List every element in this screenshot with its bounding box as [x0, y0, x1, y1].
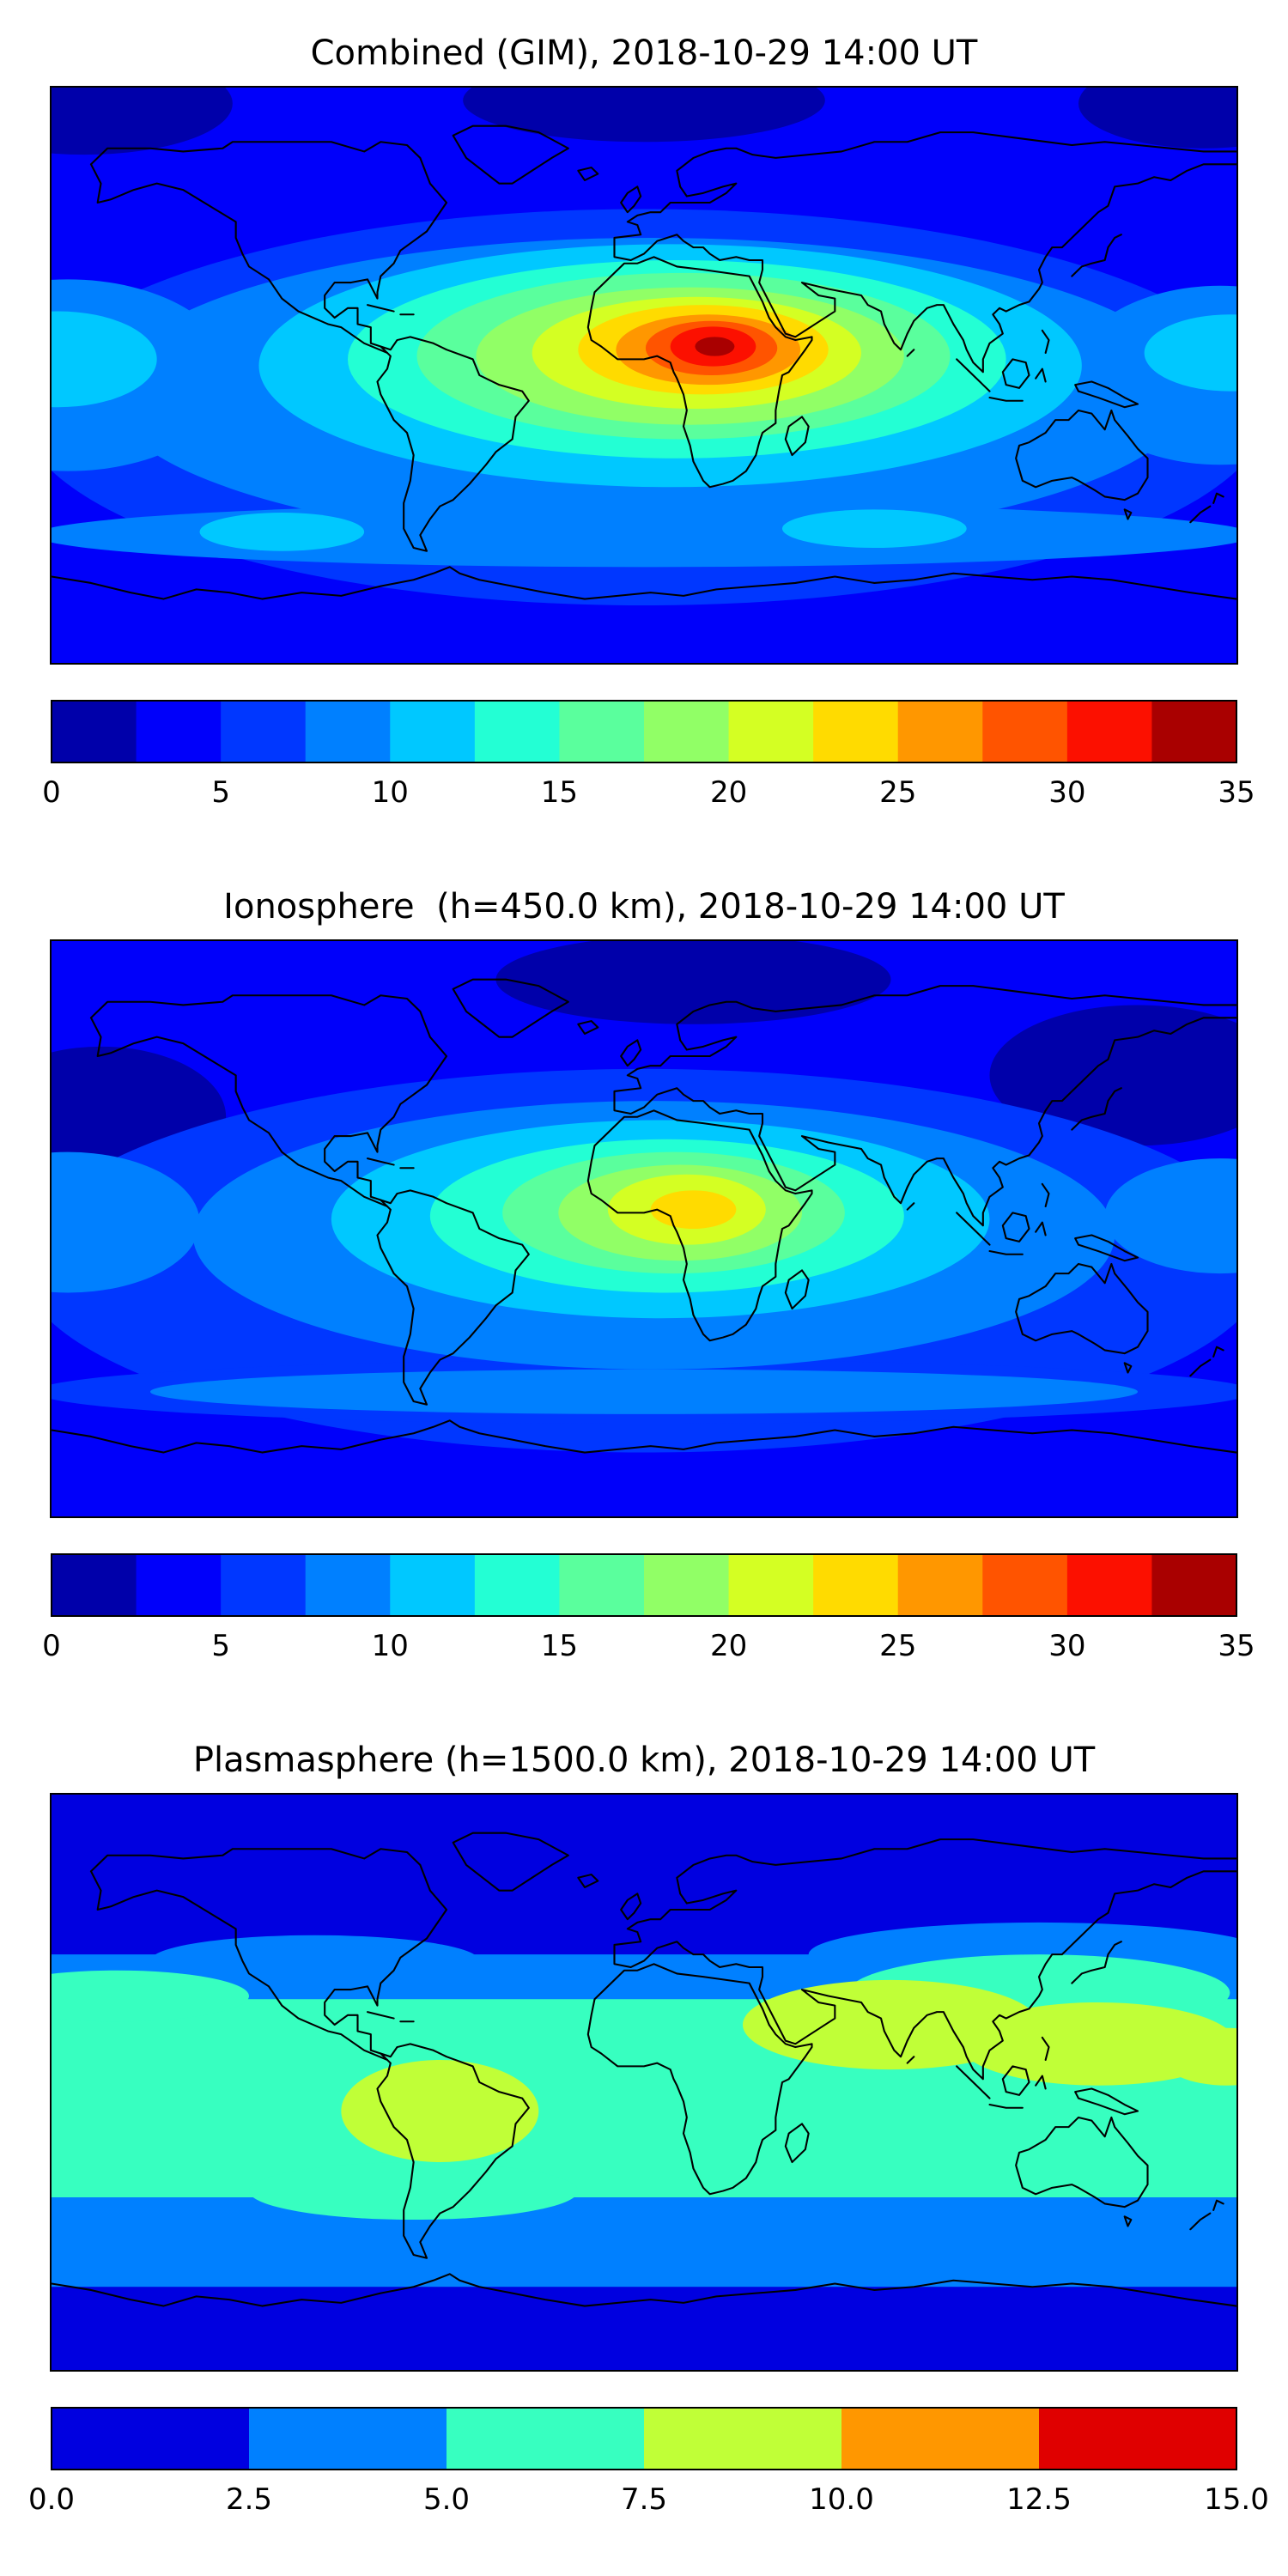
page: Combined (GIM), 2018-10-29 14:00 UT — [0, 33, 1288, 2518]
colorbar-segment — [136, 1554, 222, 1616]
colorbar-segment — [728, 1554, 814, 1616]
colorbar-plasmasphere: 0.0 2.5 5.0 7.5 10.0 12.5 15.0 — [28, 2407, 1269, 2517]
colorbar-segment — [982, 1554, 1068, 1616]
colorbar-border — [51, 700, 1237, 763]
colorbar-segment — [897, 701, 983, 762]
colorbar-segment — [644, 2408, 842, 2470]
map-frame-ionosphere — [50, 939, 1238, 1518]
colorbar-segment — [813, 701, 899, 762]
colorbar-ionosphere: 0 5 10 15 20 25 30 35 — [42, 1553, 1255, 1663]
colorbar-segment — [221, 1554, 307, 1616]
colorbar-tick-label: 15 — [541, 1629, 578, 1663]
figure-plasmasphere: Plasmasphere (h=1500.0 km), 2018-10-29 1… — [0, 1740, 1288, 2518]
colorbar-segment — [447, 2408, 645, 2470]
colorbar-tick-label: 7.5 — [621, 2482, 667, 2517]
colorbar-segment — [136, 701, 222, 762]
colorbar-segment — [305, 701, 391, 762]
contour-bands-plasmasphere — [52, 1795, 1236, 2370]
colorbar-segment — [390, 1554, 476, 1616]
colorbar-segment — [52, 701, 137, 762]
colorbar-segment — [841, 2408, 1040, 2470]
colorbar-tick-label: 5 — [211, 1629, 230, 1663]
map-frame-plasmasphere — [50, 1793, 1238, 2372]
title-combined-gim: Combined (GIM), 2018-10-29 14:00 UT — [310, 33, 978, 73]
colorbar-tick-label: 5 — [211, 775, 230, 810]
colorbar-tick-label: 25 — [879, 1629, 916, 1663]
colorbar-tick-label: 20 — [710, 1629, 747, 1663]
colorbar-segment — [1151, 701, 1237, 762]
colorbar-segment — [305, 1554, 391, 1616]
colorbar-segment — [813, 1554, 899, 1616]
colorbar-segment — [1151, 1554, 1237, 1616]
colorbar-tick-label: 15.0 — [1204, 2482, 1269, 2517]
colorbar-tick-label: 30 — [1048, 775, 1085, 810]
colorbar-segment — [221, 701, 307, 762]
map-plasmasphere — [52, 1795, 1236, 2370]
colorbar-segment — [644, 1554, 730, 1616]
title-plasmasphere: Plasmasphere (h=1500.0 km), 2018-10-29 1… — [192, 1741, 1096, 1780]
colorbar-tick-label: 12.5 — [1006, 2482, 1072, 2517]
colorbar-border — [51, 1553, 1237, 1617]
figure-ionosphere: Ionosphere (h=450.0 km), 2018-10-29 14:0… — [0, 886, 1288, 1664]
title-ionosphere: Ionosphere (h=450.0 km), 2018-10-29 14:0… — [223, 887, 1065, 927]
colorbar-tick-label: 0 — [42, 775, 61, 810]
colorbar-segment — [390, 701, 476, 762]
colorbar-tick-label: 30 — [1048, 1629, 1085, 1663]
colorbar-segment — [1066, 701, 1152, 762]
colorbar-segment — [1039, 2408, 1237, 2470]
colorbar-combined: 0 5 10 15 20 25 30 35 — [42, 700, 1255, 810]
map-combined-gim — [52, 88, 1236, 663]
contour-bands-combined — [52, 88, 1236, 663]
colorbar-tick-label: 10 — [372, 1629, 409, 1663]
figure-combined-gim: Combined (GIM), 2018-10-29 14:00 UT — [0, 33, 1288, 811]
colorbar-segment — [897, 1554, 983, 1616]
colorbar-tick-label: 35 — [1218, 1629, 1255, 1663]
contour-bands-ionosphere — [52, 941, 1236, 1516]
colorbar-tick-label: 0 — [42, 1629, 61, 1663]
colorbar-segment — [474, 1554, 560, 1616]
colorbar-tick-label: 5.0 — [423, 2482, 470, 2517]
colorbar-tick-label: 0.0 — [28, 2482, 75, 2517]
colorbar-tick-label: 25 — [879, 775, 916, 810]
colorbar-segment — [982, 701, 1068, 762]
colorbar-segment — [559, 701, 645, 762]
colorbar-tick-label: 10 — [372, 775, 409, 810]
colorbar-tick-label: 15 — [541, 775, 578, 810]
colorbar-segment — [249, 2408, 447, 2470]
colorbar-segment — [1066, 1554, 1152, 1616]
colorbar-tick-label: 35 — [1218, 775, 1255, 810]
colorbar-tick-label: 20 — [710, 775, 747, 810]
colorbar-segment — [52, 1554, 137, 1616]
colorbar-border — [51, 2407, 1237, 2470]
colorbar-segment — [52, 2408, 250, 2470]
map-frame-combined — [50, 86, 1238, 665]
colorbar-tick-label: 10.0 — [809, 2482, 874, 2517]
colorbar-segment — [474, 701, 560, 762]
colorbar-segment — [644, 701, 730, 762]
colorbar-tick-label: 2.5 — [226, 2482, 272, 2517]
colorbar-segment — [728, 701, 814, 762]
colorbar-segment — [559, 1554, 645, 1616]
map-ionosphere — [52, 941, 1236, 1516]
